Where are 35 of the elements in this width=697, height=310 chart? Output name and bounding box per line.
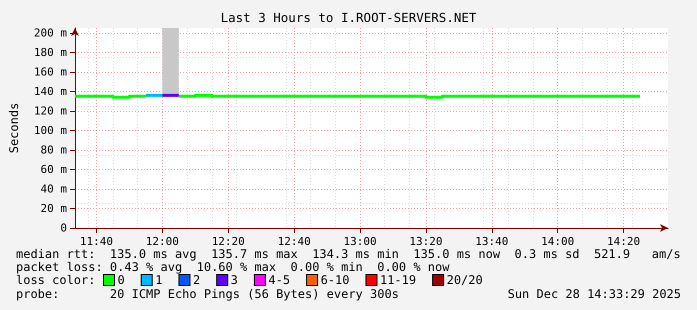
y-tick-label: 140 m — [34, 84, 68, 98]
text: packet loss: 0.43 % avg 10.60 % max 0.00 % min 0.00 % now — [16, 260, 450, 274]
y-tick-label: 100 m — [34, 124, 68, 137]
x-tick-label: 11:40 — [80, 235, 114, 248]
x-tick-label: 12:40 — [278, 235, 311, 248]
text: median rtt: 135.0 ms avg 135.7 ms max 134.3 ms min 135.0 ms now 0.3 ms sd 521.9 am/s — [16, 247, 681, 261]
text: Sun Dec 28 14:33:29 2025 — [508, 287, 681, 301]
legend-label: 0 — [118, 273, 125, 287]
y-tick-label: 60 m — [40, 162, 68, 176]
chart-title: Last 3 Hours to I.ROOT-SERVERS.NET — [220, 10, 477, 25]
x-tick-label: 12:20 — [212, 235, 245, 248]
legend-label: 11-19 — [380, 273, 416, 287]
y-axis-title: Seconds — [7, 102, 21, 154]
legend-label: 1 — [155, 273, 162, 287]
legend-label: 20/20 — [446, 273, 483, 287]
y-tick-label: 80 m — [40, 143, 68, 156]
legend-label: 2 — [192, 273, 200, 287]
y-tick-label: 40 m — [40, 182, 68, 196]
x-tick-label: 13:00 — [343, 235, 377, 248]
text: probe: 20 ICMP Echo Pings (56 Bytes) every 300s — [16, 287, 399, 301]
y-tick-label: 120 m — [34, 104, 68, 118]
y-tick-label: 160 m — [34, 65, 68, 78]
y-tick-label: 0 — [60, 222, 67, 234]
legend-label: 6-10 — [320, 273, 350, 287]
y-tick-label: 180 m — [34, 46, 68, 59]
legend-title: loss color: — [16, 273, 96, 287]
x-tick-label: 12:00 — [146, 235, 179, 248]
x-tick-label: 13:40 — [475, 235, 508, 248]
legend-label: 4-5 — [268, 273, 290, 287]
x-tick-label: 13:20 — [409, 235, 442, 248]
legend-label: 3 — [230, 273, 238, 287]
y-tick-label: 200 m — [34, 26, 68, 40]
x-tick-label: 14:00 — [541, 235, 574, 248]
y-tick-label: 20 m — [40, 202, 68, 215]
x-tick-label: 14:20 — [607, 235, 640, 248]
